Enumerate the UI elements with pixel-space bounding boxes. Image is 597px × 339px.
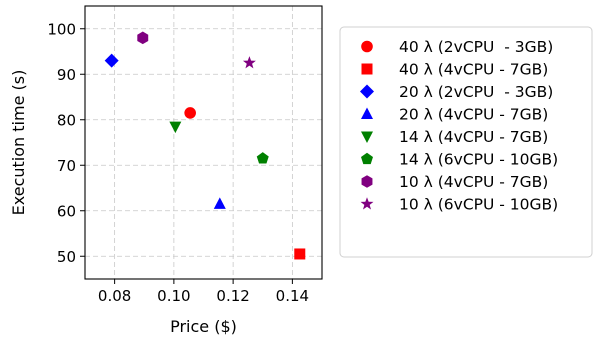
data-point-6: [256, 152, 269, 164]
grid-lines: [85, 6, 322, 279]
y-tick-label: 90: [57, 66, 76, 84]
legend-label-5: 14 λ (4vCPU - 7GB): [399, 128, 548, 146]
legend-marker-7: [361, 175, 373, 188]
legend-marker-2: [361, 63, 373, 75]
legend-label-1: 40 λ (2vCPU - 3GB): [399, 38, 553, 56]
legend-marker-3: [360, 84, 374, 99]
legend-label-8: 10 λ (6vCPU - 10GB): [399, 196, 558, 214]
y-tick-label: 80: [57, 111, 76, 129]
legend-label-4: 20 λ (4vCPU - 7GB): [399, 106, 548, 124]
legend-marker-6: [361, 152, 373, 165]
x-tick-label: 0.10: [157, 287, 190, 305]
axis-ticks: 0.08 0.10 0.12 0.14 50 60 70 80 90 100: [47, 20, 309, 305]
legend-label-2: 40 λ (4vCPU - 7GB): [399, 61, 548, 79]
x-tick-label: 0.08: [98, 287, 131, 305]
x-tick-label: 0.14: [276, 287, 309, 305]
legend-marker-5: [361, 131, 373, 143]
legend-label-6: 14 λ (6vCPU - 10GB): [399, 151, 558, 169]
data-point-1: [184, 107, 196, 119]
data-point-4: [213, 197, 226, 209]
y-tick-label: 60: [57, 202, 76, 220]
legend-marker-4: [361, 107, 373, 119]
y-tick-label: 100: [47, 20, 76, 38]
legend: 40 λ (2vCPU - 3GB) 40 λ (4vCPU - 7GB) 20 λ…: [339, 26, 593, 258]
legend-marker-1: [361, 40, 373, 53]
data-point-5: [169, 121, 182, 134]
data-point-8: [242, 56, 256, 69]
legend-marker-8: [360, 197, 374, 210]
y-axis-label: Execution time (s): [9, 70, 28, 216]
legend-label-7: 10 λ (4vCPU - 7GB): [399, 173, 548, 191]
data-point-7: [137, 31, 149, 45]
y-tick-label: 70: [57, 157, 76, 175]
legend-box: [339, 26, 593, 258]
data-point-3: [104, 53, 119, 68]
legend-label-3: 20 λ (2vCPU - 3GB): [399, 83, 553, 101]
data-points: [104, 31, 306, 260]
y-tick-label: 50: [57, 248, 76, 266]
x-tick-label: 0.12: [216, 287, 249, 305]
x-axis-label: Price ($): [170, 317, 237, 336]
data-point-2: [294, 248, 306, 260]
plot-frame: [84, 5, 323, 280]
